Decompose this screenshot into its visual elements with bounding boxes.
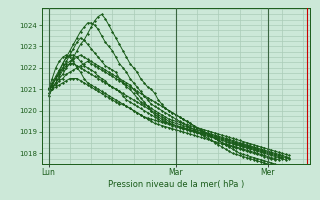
X-axis label: Pression niveau de la mer( hPa ): Pression niveau de la mer( hPa )	[108, 180, 244, 189]
